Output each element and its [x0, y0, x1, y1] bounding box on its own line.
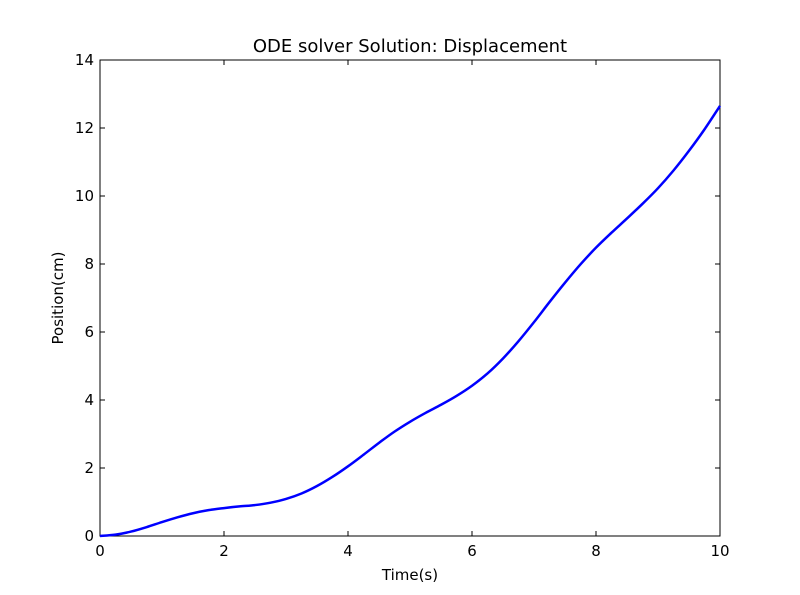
y-tick-label: 4: [84, 391, 94, 409]
y-tick-label: 2: [84, 459, 94, 477]
y-tick-label: 6: [84, 323, 94, 341]
y-tick-label: 14: [75, 51, 94, 69]
y-tick-label: 0: [84, 527, 94, 545]
x-tick-label: 2: [219, 542, 229, 560]
x-tick-label: 4: [343, 542, 353, 560]
y-tick-label: 8: [84, 255, 94, 273]
ticks: [99, 59, 721, 537]
y-axis-label: Position(cm): [49, 252, 67, 345]
x-axis-label: Time(s): [381, 566, 438, 584]
x-tick-label: 10: [710, 542, 729, 560]
y-tick-label: 12: [75, 119, 94, 137]
tick-labels: 0 2 4 6 8 10 0 2 4 6 8 10 12 14: [75, 51, 730, 560]
y-tick-label: 10: [75, 187, 94, 205]
x-tick-label: 6: [467, 542, 477, 560]
x-tick-label: 0: [95, 542, 105, 560]
series-line: [99, 105, 722, 538]
x-tick-label: 8: [591, 542, 601, 560]
chart-title: ODE solver Solution: Displacement: [253, 36, 567, 57]
plot-frame: [99, 59, 721, 537]
